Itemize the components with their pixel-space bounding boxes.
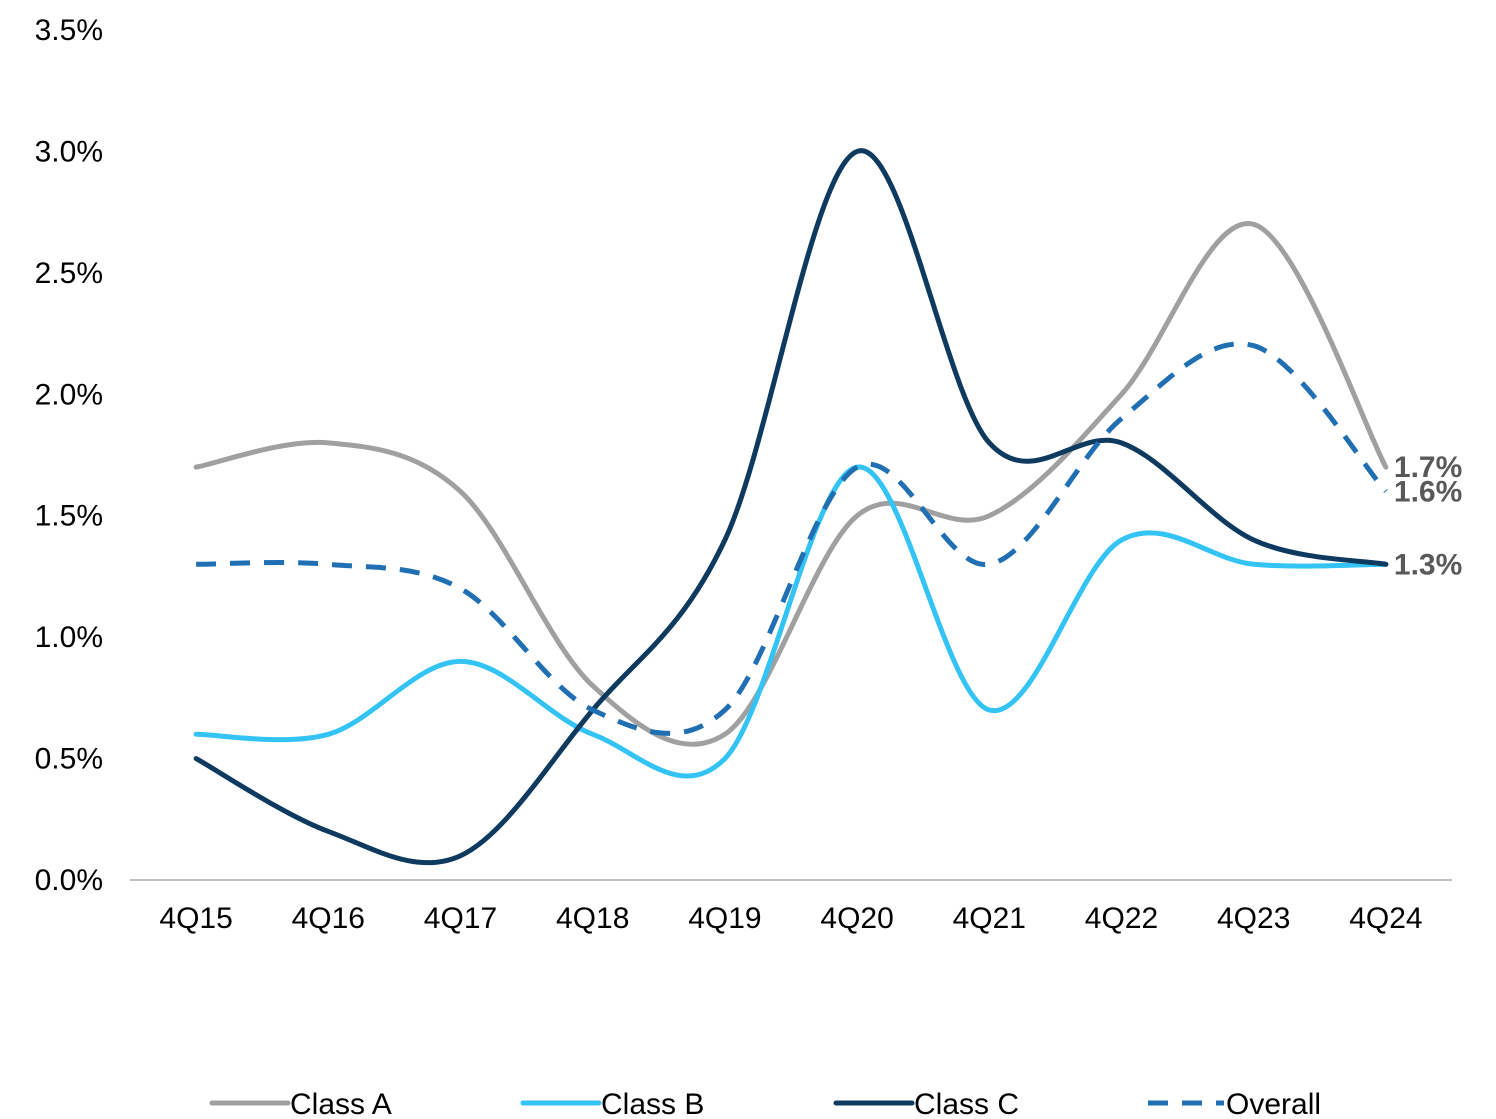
legend-label: Class A <box>290 1088 392 1119</box>
x-tick-label: 4Q17 <box>424 902 497 935</box>
x-tick-label: 4Q18 <box>556 902 629 935</box>
legend-label: Overall <box>1226 1088 1321 1119</box>
x-tick-label: 4Q21 <box>953 902 1026 935</box>
end-value-label: 1.3% <box>1394 548 1462 581</box>
x-tick-label: 4Q19 <box>688 902 761 935</box>
x-tick-label: 4Q20 <box>820 902 893 935</box>
x-axis-tick-labels: 4Q15 4Q16 4Q17 4Q18 4Q19 4Q20 4Q21 4Q22 4Q23 4Q24 <box>159 902 1422 935</box>
legend-label: Class C <box>914 1088 1019 1119</box>
x-tick-label: 4Q24 <box>1349 902 1422 935</box>
x-tick-label: 4Q23 <box>1217 902 1290 935</box>
y-tick-label: 3.5% <box>35 14 103 47</box>
x-tick-label: 4Q22 <box>1085 902 1158 935</box>
x-tick-label: 4Q15 <box>159 902 232 935</box>
end-value-label: 1.6% <box>1394 475 1462 508</box>
end-value-labels: 1.7%1.6% 1.3% <box>1394 451 1462 581</box>
x-tick-label: 4Q16 <box>292 902 365 935</box>
y-tick-label: 1.5% <box>35 500 103 533</box>
y-tick-label: 0.0% <box>35 864 103 897</box>
y-axis-tick-labels: 0.0% 0.5% 1.0% 1.5% 2.0% 2.5% 3.0% 3.5% <box>35 14 103 897</box>
series-line-class-b <box>193 464 1389 779</box>
end-value-label: 1.7% <box>1394 451 1462 484</box>
y-tick-label: 1.0% <box>35 621 103 654</box>
legend-label: Class B <box>601 1088 704 1119</box>
series-line-class-c <box>193 148 1389 866</box>
y-tick-label: 3.0% <box>35 135 103 168</box>
y-tick-label: 0.5% <box>35 743 103 776</box>
legend: Class A Class B Class C Overall <box>209 1088 1321 1119</box>
series-line-overall <box>196 341 1388 736</box>
series-line-class-a <box>193 221 1389 747</box>
series-lines <box>193 148 1389 866</box>
y-tick-label: 2.0% <box>35 378 103 411</box>
y-tick-label: 2.5% <box>35 257 103 290</box>
